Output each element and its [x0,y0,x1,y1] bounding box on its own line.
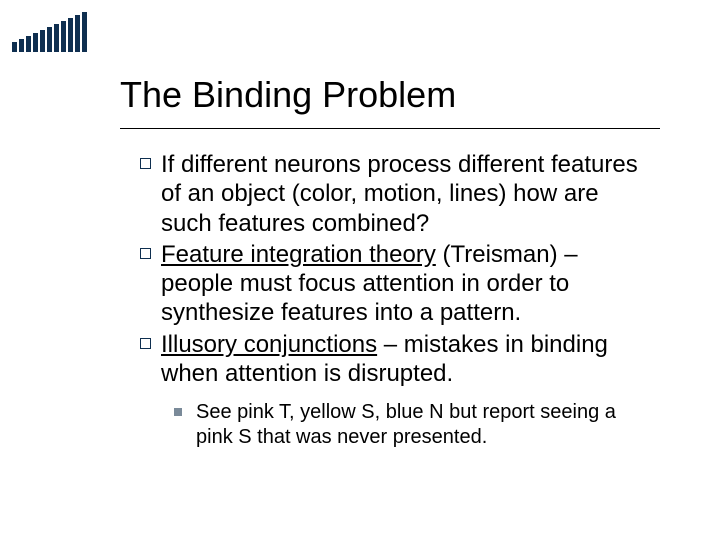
bullet-item: If different neurons process different f… [140,150,650,238]
decor-bar [82,12,87,52]
decor-bar [19,39,24,52]
bullet-item: Feature integration theory (Treisman) – … [140,240,650,328]
bullet-item: Illusory conjunctions – mistakes in bind… [140,330,650,389]
hollow-square-icon [140,158,151,169]
bullet-text: Illusory conjunctions – mistakes in bind… [161,330,650,389]
hollow-square-icon [140,338,151,349]
sub-bullet-text: See pink T, yellow S, blue N but report … [196,400,650,450]
sub-bullet-item: See pink T, yellow S, blue N but report … [174,400,650,450]
filled-square-icon [174,408,182,416]
underlined-term: Feature integration theory [161,241,436,268]
decor-bar [26,36,31,52]
title-underline-rule [120,128,660,129]
decor-bar [40,30,45,52]
bullet-text: Feature integration theory (Treisman) – … [161,240,650,328]
slide: The Binding Problem If different neurons… [0,0,720,540]
decor-bar [68,18,73,52]
decor-bar [54,24,59,52]
decor-bar [12,42,17,52]
slide-title: The Binding Problem [120,74,456,116]
corner-decor-bars [12,12,87,52]
bullet-text: If different neurons process different f… [161,150,650,238]
decor-bar [47,27,52,52]
decor-bar [61,21,66,52]
hollow-square-icon [140,248,151,259]
decor-bar [33,33,38,52]
decor-bar [75,15,80,52]
slide-body: If different neurons process different f… [140,150,650,450]
underlined-term: Illusory conjunctions [161,331,377,358]
